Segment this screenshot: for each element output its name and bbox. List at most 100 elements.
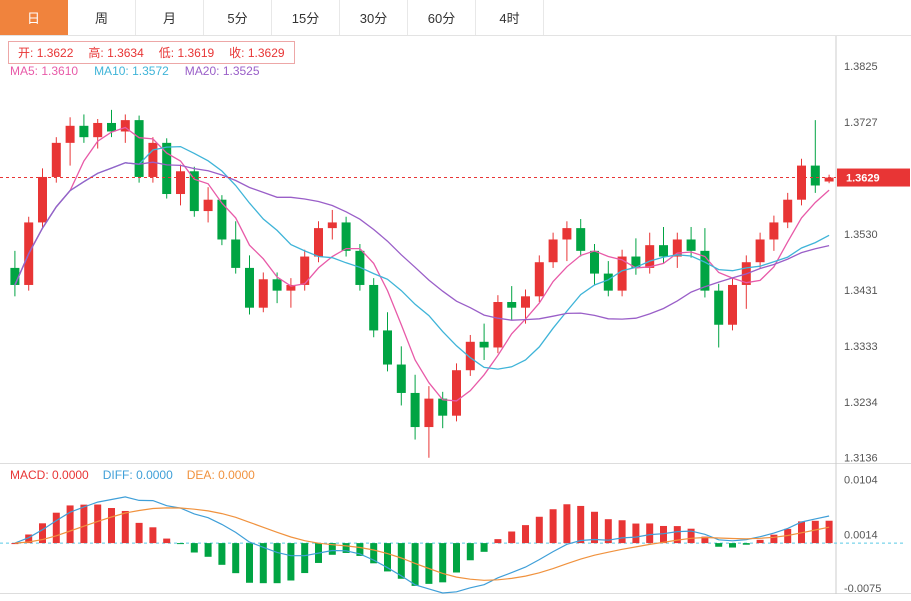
candle-body — [120, 120, 130, 132]
macd-histogram-bar — [80, 504, 88, 544]
candle-body — [10, 267, 20, 285]
ohlc-value: 1.3622 — [36, 46, 74, 60]
candle-body — [369, 284, 379, 331]
macd-histogram-bar — [356, 543, 364, 556]
ma-label: MA20: — [184, 64, 220, 78]
candle-body — [493, 302, 503, 348]
candle-body — [327, 222, 337, 229]
macd-histogram-bar — [259, 543, 267, 584]
macd-histogram-bar — [742, 543, 750, 545]
ma-legend: MA5: 1.3610 MA10: 1.3572 MA20: 1.3525 — [10, 64, 260, 78]
macd-histogram-bar — [273, 543, 281, 584]
candle-body — [258, 279, 268, 308]
macd-label: MACD: — [10, 468, 49, 482]
ohlc-item: 开: 1.3622 — [18, 44, 73, 61]
candle-body — [148, 142, 158, 177]
macd-histogram-bar — [384, 543, 391, 572]
candle-body — [134, 120, 144, 177]
macd-histogram-bar — [811, 520, 819, 544]
macd-histogram-bar — [453, 543, 460, 573]
candle-body — [314, 228, 323, 257]
macd-label: DIFF: — [102, 468, 133, 482]
macd-histogram-bar — [660, 525, 667, 544]
ma-value: 1.3610 — [41, 64, 79, 78]
macd-histogram-bar — [11, 543, 19, 545]
macd-histogram-bar — [66, 505, 74, 544]
y-axis-tick: 1.3530 — [844, 229, 878, 241]
ma-value: 1.3525 — [222, 64, 260, 78]
macd-histogram-bar — [52, 512, 60, 544]
ohlc-value: 1.3634 — [107, 46, 144, 60]
candle-body — [672, 239, 682, 257]
macd-histogram-bar — [825, 520, 833, 544]
period-tab[interactable]: 月 — [136, 0, 204, 35]
period-tab-label: 5分 — [227, 11, 248, 26]
candlestick-chart[interactable]: 1.3825 1.3727 1.3629 1.3530 1.3431 1.3333 1.32… — [0, 36, 911, 464]
candle-body — [38, 176, 47, 223]
candle-body — [797, 165, 806, 200]
candle-body — [590, 250, 599, 274]
macd-histogram-bar — [39, 523, 46, 544]
period-tab-label: 月 — [162, 11, 176, 26]
candle-body — [824, 177, 834, 182]
macd-panel: MACD: 0.0000 DIFF: 0.0000 DEA: 0.0000 0.… — [0, 464, 911, 594]
y-axis-tick: 1.3333 — [844, 341, 878, 353]
candle-body — [286, 284, 296, 291]
ohlc-label: 收: — [229, 46, 245, 60]
macd-histogram-bar — [121, 510, 129, 544]
macd-axis-tick: 0.0014 — [844, 530, 878, 542]
macd-histogram-bar — [218, 543, 226, 565]
y-axis-tick: 1.3136 — [844, 453, 878, 464]
candle-body — [659, 245, 668, 257]
candle-body — [107, 122, 116, 132]
candle-body — [79, 125, 89, 138]
macd-histogram-bar — [508, 531, 516, 544]
period-tab[interactable]: 60分 — [408, 0, 476, 35]
ohlc-value: 1.3619 — [177, 46, 215, 60]
macd-histogram-bar — [411, 543, 419, 586]
period-tab-label: 15分 — [291, 11, 320, 26]
current-price-tag — [837, 168, 910, 187]
ma5-line — [14, 126, 830, 402]
ma-label: MA5: — [10, 64, 39, 78]
period-toolbar: 日 周 月 5分 15分 30分 60分 4时 — [0, 0, 911, 36]
period-tab[interactable]: 15分 — [272, 0, 340, 35]
period-tab-label: 60分 — [427, 11, 456, 26]
macd-value: 0.0000 — [136, 468, 173, 482]
macd-legend: MACD: 0.0000 DIFF: 0.0000 DEA: 0.0000 — [10, 468, 255, 482]
candle-body — [783, 199, 793, 223]
ma20-line — [14, 161, 830, 321]
period-tab[interactable]: 日 — [0, 0, 68, 35]
candle-body — [272, 279, 282, 291]
ohlc-item: 收: 1.3629 — [229, 44, 284, 61]
macd-histogram-bar — [190, 543, 198, 553]
ma-item: MA20: 1.3525 — [185, 64, 260, 78]
period-tab[interactable]: 30分 — [340, 0, 408, 35]
macd-histogram-bar — [591, 511, 598, 544]
candle-body — [686, 239, 696, 251]
period-tab[interactable]: 周 — [68, 0, 136, 35]
y-axis-tick: 1.3234 — [844, 397, 878, 409]
candle-body — [562, 228, 572, 240]
ohlc-label: 开: — [18, 46, 34, 60]
candle-body — [769, 222, 779, 240]
candle-body — [51, 142, 61, 177]
candle-body — [603, 273, 613, 291]
macd-chart[interactable]: 0.0104 0.0014 -0.0075 — [0, 464, 911, 594]
candle-body — [341, 222, 351, 251]
period-tab[interactable]: 4时 — [476, 0, 544, 35]
macd-histogram-bar — [494, 539, 502, 544]
macd-histogram-bar — [618, 520, 626, 544]
current-price-text: 1.3629 — [846, 173, 880, 185]
macd-label: DEA: — [186, 468, 215, 482]
ohlc-item: 低: 1.3619 — [159, 44, 214, 61]
macd-histogram-bar — [439, 543, 447, 583]
macd-histogram-bar — [94, 504, 102, 544]
macd-item: DIFF: 0.0000 — [103, 468, 173, 482]
period-tab-label: 日 — [26, 11, 40, 26]
macd-item: MACD: 0.0000 — [10, 468, 89, 482]
period-tab[interactable]: 5分 — [204, 0, 272, 35]
period-tab-label: 周 — [94, 11, 108, 26]
ma-value: 1.3572 — [132, 64, 169, 78]
